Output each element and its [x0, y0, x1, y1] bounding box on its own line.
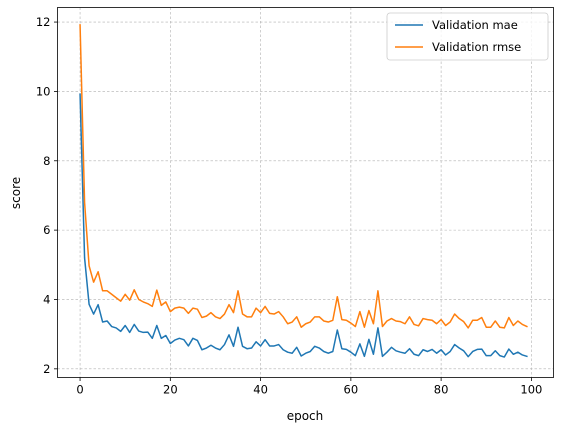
y-tick-label: 2: [43, 362, 50, 376]
series-line-1: [79, 24, 528, 329]
x-axis: 0 20 40 60 80 100: [76, 377, 542, 397]
legend-box: [386, 12, 549, 61]
grid: [57, 7, 554, 378]
y-tick-label: 12: [36, 15, 51, 29]
y-axis-label: score: [9, 177, 23, 209]
y-tick-label: 4: [43, 292, 50, 306]
x-tick-label: 0: [76, 383, 83, 397]
x-tick-label: 80: [434, 383, 449, 397]
y-tick-label: 6: [43, 223, 50, 237]
x-tick-label: 100: [520, 383, 542, 397]
y-tick-label: 10: [36, 84, 51, 98]
legend-label: Validation mae: [432, 18, 518, 32]
y-axis: 2 4 6 8 10 12: [36, 15, 58, 376]
plot-frame: [57, 7, 554, 378]
series-layer: [79, 24, 528, 358]
x-tick-label: 40: [253, 383, 268, 397]
series-line-0: [79, 93, 528, 358]
y-tick-label: 8: [43, 154, 50, 168]
legend-label: Validation rmse: [432, 40, 521, 54]
legend: Validation mae Validation rmse: [386, 12, 549, 61]
x-axis-label: epoch: [287, 409, 324, 423]
x-tick-label: 60: [344, 383, 359, 397]
x-tick-label: 20: [163, 383, 178, 397]
